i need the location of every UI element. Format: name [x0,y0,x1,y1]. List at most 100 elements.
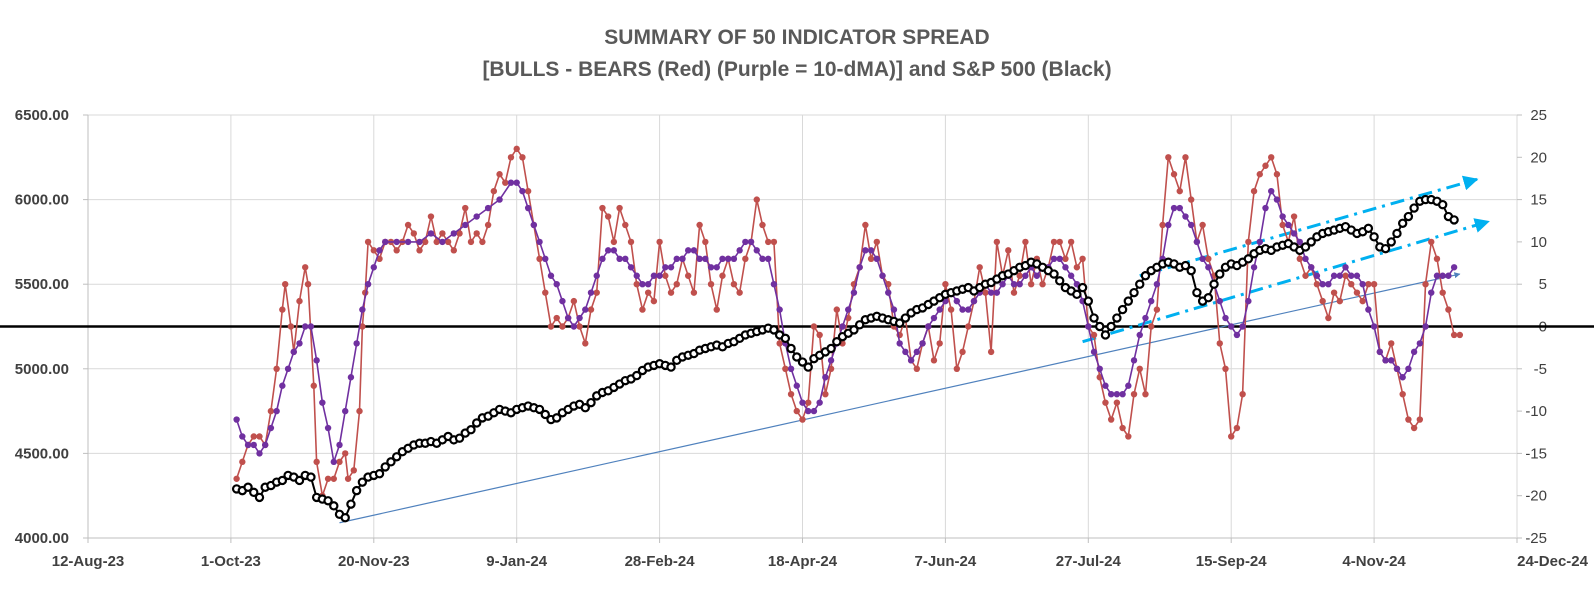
left-axis-tick-label: 5000.00 [15,361,69,378]
spread-point [1170,171,1178,178]
spread-point [816,331,823,339]
sp500-point [1386,237,1396,247]
spread-point [1205,255,1212,263]
spread-point [439,230,446,237]
ma-point [770,281,778,288]
ma-point [959,306,966,313]
ma-point [290,348,297,356]
spread-point [776,340,783,347]
spread-point [867,255,875,263]
spread-point [542,289,549,296]
ma-point [1262,204,1269,212]
spread-point [656,238,663,246]
spread-point [1005,247,1012,254]
spread-point [1302,272,1309,279]
spread-point [1130,390,1138,398]
ma-point [662,264,669,271]
spread-point [287,323,295,330]
ma-point [1382,357,1389,364]
x-axis-tick-label: 9-Jan-24 [486,553,548,570]
sp500-point [294,475,305,486]
ma-point [696,255,703,263]
ma-point [913,348,921,356]
right-axis-tick-label: 20 [1530,149,1547,166]
ma-point [1256,238,1263,246]
ma-point [684,247,692,254]
series-layer [231,145,1464,523]
ma-point [324,424,332,432]
ma-point [1113,390,1121,398]
ma-point [845,306,852,313]
ma-point [1279,213,1286,220]
ma-point [587,289,595,296]
ma-point [1187,221,1195,229]
ma-point [879,272,886,279]
spread-point [1450,331,1458,339]
spread-point [639,306,646,313]
ma-point [856,264,863,271]
spread-point [1342,272,1349,279]
spread-point [822,390,829,398]
ma-point [416,238,423,246]
spread-point [1228,433,1235,440]
x-axis-tick-label: 20-Nov-23 [338,553,410,570]
spread-point [1090,331,1098,339]
ma-point [570,323,578,330]
spread-point [524,187,532,195]
ma-point [347,374,355,381]
sp500-point [466,425,476,435]
spread-point [1250,187,1258,195]
ma-point [1153,281,1161,288]
sp500-point [1369,232,1379,242]
ma-point [1302,255,1309,263]
sp500-point [1140,271,1151,281]
spread-point [1388,340,1395,347]
ma-point [1348,272,1355,279]
spread-point [1365,281,1372,288]
trendline-channel-lower [1082,218,1490,344]
ma-point [919,340,926,347]
sp500-point [1180,260,1191,271]
ma-point [279,382,286,389]
spread-point [304,281,312,288]
spread-point [404,221,412,229]
ma-point [1193,238,1201,246]
right-axis-tick-label: -5 [1534,361,1547,378]
spread-point [1142,390,1149,398]
right-axis-tick-label: 10 [1530,234,1547,251]
sp500-point [540,409,550,420]
spread-point [1313,281,1321,288]
spread-point [1119,424,1126,432]
ma-point [250,441,257,449]
sp500-point [1083,296,1094,306]
right-axis-tick-label: 25 [1530,107,1547,124]
ma-point [1319,281,1326,288]
sp500-point [340,512,350,523]
ma-point [524,204,532,212]
ma-point [633,272,640,279]
ma-point [1085,323,1092,330]
ma-point [513,179,520,186]
spread-point [599,204,606,212]
spread-point [753,196,760,203]
spread-point [993,238,1001,246]
ma-point [1216,297,1223,305]
spread-point [1336,297,1344,305]
spread-point [273,365,280,372]
ma-point [604,247,612,254]
sp500-point [1129,287,1139,298]
ma-point [1376,348,1384,356]
ma-point [1067,272,1075,279]
x-axis-tick-label: 24-Dec-24 [1517,553,1589,570]
right-axis-tick-label: 5 [1539,276,1547,293]
spread-point [267,407,275,415]
spread-point [616,204,623,212]
spread-point [570,297,578,305]
spread-point [1239,390,1246,398]
spread-point [1039,281,1046,288]
right-axis-tick-label: 15 [1530,192,1547,209]
ma-point [547,272,555,279]
sp500-point [1243,254,1254,264]
spread-point [1359,297,1366,305]
